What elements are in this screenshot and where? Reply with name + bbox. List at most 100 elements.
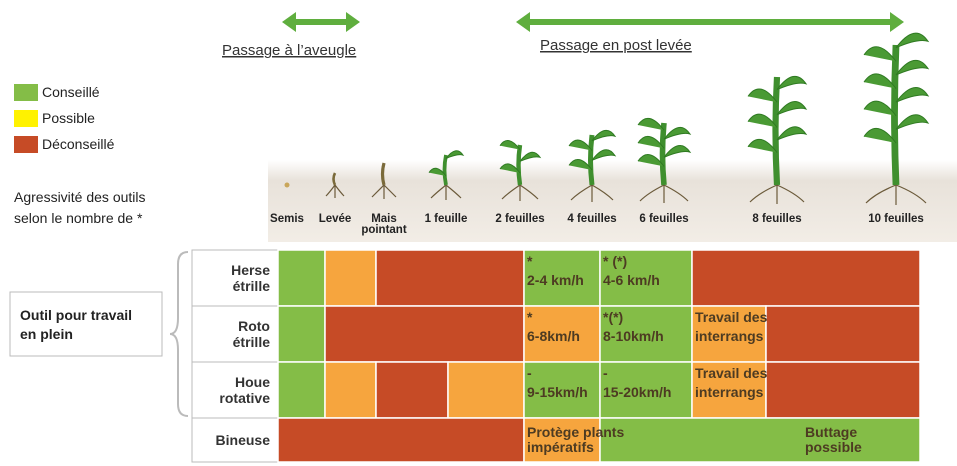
row-label-line: étrille (233, 334, 271, 350)
diagram: Passage à l’aveugle Passage en post levée… (0, 0, 957, 466)
stage-label: Semis (270, 213, 304, 225)
group-box (10, 292, 162, 356)
legend-swatch (14, 84, 38, 101)
stage-label: 2 feuilles (495, 213, 544, 225)
cell-text-line: 4-6 km/h (603, 272, 660, 288)
leaf (864, 74, 896, 89)
legend-label: Déconseillé (42, 136, 115, 152)
leaf (500, 141, 520, 150)
leaf (777, 127, 806, 140)
cell (376, 250, 524, 306)
leaf (520, 152, 540, 161)
stem (445, 155, 447, 185)
leaf (777, 102, 806, 115)
cell (766, 362, 920, 418)
cell-text-line: 9-15km/h (527, 384, 588, 400)
stage-label-line: 2 feuilles (495, 213, 544, 225)
leaf (896, 88, 928, 103)
cell-text-line: *(*) (603, 309, 623, 325)
legend-swatch (14, 136, 38, 153)
cell-text-line: - (527, 365, 532, 381)
legend-label: Conseillé (42, 84, 100, 100)
cell-text-line: Protège plants (527, 424, 624, 440)
cell (278, 250, 325, 306)
stem (334, 173, 336, 185)
row-label: Bineuse (216, 432, 271, 448)
cell-text-line: possible (805, 439, 862, 455)
cell (278, 306, 325, 362)
cell-text-line: impératifs (527, 439, 594, 455)
leaf (638, 118, 664, 130)
cell-text-line: interrangs (695, 328, 764, 344)
stage-label: 8 feuilles (752, 213, 801, 225)
stem (663, 123, 665, 185)
row-label-line: Herse (231, 262, 270, 278)
arrow-label: Passage à l’aveugle (222, 42, 356, 59)
stem (383, 163, 385, 185)
brace (170, 252, 188, 416)
cell-text-line: 2-4 km/h (527, 272, 584, 288)
cell (325, 250, 376, 306)
cell-text-line: Buttage (805, 424, 857, 440)
cell-text-line: * (527, 253, 533, 269)
cell (600, 418, 920, 462)
legend-swatch (14, 110, 38, 127)
arrow-label: Passage en post levée (540, 37, 692, 54)
leaf (896, 115, 928, 130)
leaf (896, 60, 928, 75)
cell-text-line: 6-8km/h (527, 328, 580, 344)
cell-text-line: * (*) (603, 253, 627, 269)
stage-label-line: 8 feuilles (752, 213, 801, 225)
note-line: Agressivité des outils (14, 189, 146, 205)
row-label-line: Roto (238, 318, 270, 334)
leaf (896, 33, 928, 48)
leaf (748, 89, 777, 102)
stage-label-line: 4 feuilles (567, 213, 616, 225)
note: Agressivité des outils selon le nombre de… (14, 189, 146, 226)
stage-label: 4 feuilles (567, 213, 616, 225)
note-line: selon le nombre de * (14, 210, 143, 226)
leaf (664, 145, 690, 157)
cell-text-line: 15-20km/h (603, 384, 671, 400)
cell (325, 362, 376, 418)
row-label-line: étrille (233, 278, 271, 294)
leaf (592, 130, 615, 141)
cell (278, 418, 524, 462)
row-label: Rotoétrille (233, 318, 271, 350)
row-label-line: rotative (219, 390, 270, 406)
stage-label: 1 feuille (425, 213, 468, 225)
stage-label: 6 feuilles (639, 213, 688, 225)
seed (285, 183, 290, 188)
legend-label: Possible (42, 110, 95, 126)
cell-text-line: * (527, 309, 533, 325)
stage-label-line: 10 feuilles (868, 213, 924, 225)
cell (376, 362, 448, 418)
leaf (592, 150, 615, 161)
group-label-line: Outil pour travail (20, 307, 132, 323)
stage-label-line: pointant (361, 224, 407, 236)
cell-text-line: 8-10km/h (603, 328, 664, 344)
cell (692, 250, 920, 306)
stage-label-line: Levée (319, 213, 352, 225)
row-label-line: Bineuse (216, 432, 271, 448)
stage-label-line: 6 feuilles (639, 213, 688, 225)
stage-label: Levée (319, 213, 352, 225)
cell (448, 362, 524, 418)
stem (519, 145, 521, 185)
cell (325, 306, 524, 362)
stage-label-line: Semis (270, 213, 304, 225)
cell-text-line: Travail des (695, 365, 768, 381)
leaf (664, 127, 690, 139)
cell-text-line: - (603, 365, 608, 381)
cell (278, 362, 325, 418)
leaf (446, 151, 463, 159)
leaf (864, 47, 896, 62)
cell-text-line: Travail des (695, 309, 768, 325)
group-label-line: en plein (20, 326, 73, 342)
stage-label: 10 feuilles (868, 213, 924, 225)
cell-text-line: interrangs (695, 384, 764, 400)
row-label-line: Houe (235, 374, 270, 390)
stage-label-line: 1 feuille (425, 213, 468, 225)
